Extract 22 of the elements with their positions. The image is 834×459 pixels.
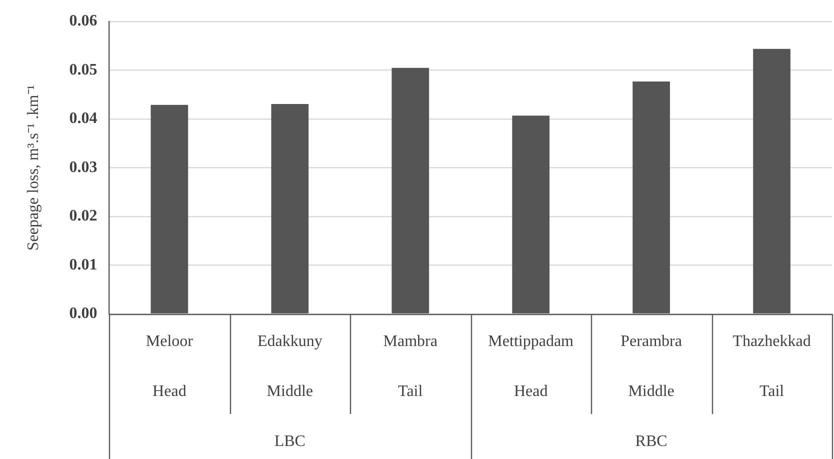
x-tick-label: Edakkuny	[257, 333, 322, 350]
text: RBC	[635, 433, 668, 450]
y-tick-label: 0.05	[69, 61, 98, 78]
text: Head	[152, 383, 186, 400]
y-tick-label: 0.02	[69, 208, 98, 225]
y-tick-label: 0.03	[69, 158, 98, 176]
x-tick-label: Thazhekkad	[732, 333, 811, 350]
y-tick-label: 0.01	[69, 256, 98, 274]
x-tick-label: Mambra	[383, 333, 438, 350]
x-tick-label: Meloor	[146, 333, 194, 350]
text: Middle	[266, 383, 314, 400]
x-tick-label: Perambra	[620, 333, 682, 350]
text: Tail	[759, 383, 785, 400]
text: Middle	[628, 383, 674, 400]
y-axis-title: Seepage loss, m³.s⁻¹ .km⁻¹	[24, 84, 42, 251]
y-tick-label: 0.04	[69, 110, 98, 128]
text: LBC	[274, 433, 306, 450]
y-tick-label: 0.00	[69, 305, 98, 322]
text: Tail	[398, 383, 424, 400]
y-tick-label: 0.06	[69, 12, 98, 30]
x-tick-label: Mettippadam	[488, 333, 574, 350]
text: Head	[514, 383, 548, 400]
